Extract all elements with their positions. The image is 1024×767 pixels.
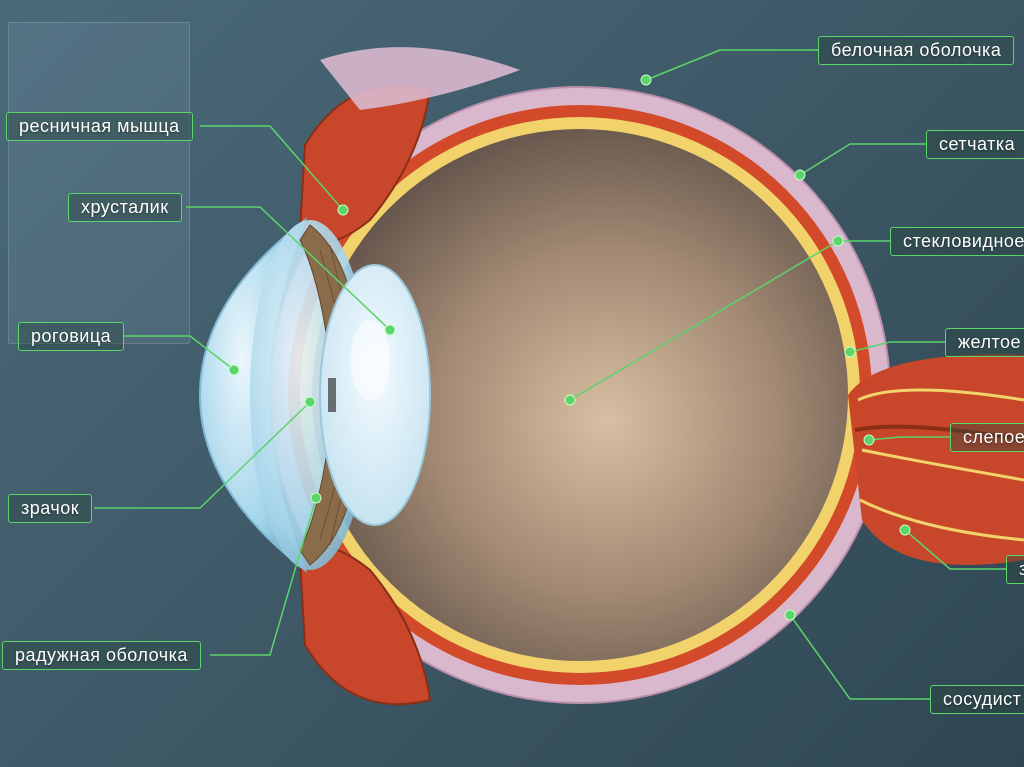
label-vitreous: стекловидное тело — [890, 227, 1024, 256]
label-blindspot: слепое — [950, 423, 1024, 452]
label-choroid: сосудист — [930, 685, 1024, 714]
label-macula: желтое — [945, 328, 1024, 357]
label-sclera: белочная оболочка — [818, 36, 1014, 65]
label-optic: зр — [1006, 555, 1024, 584]
label-iris: радужная оболочка — [2, 641, 201, 670]
diagram-stage: ресничная мышца хрусталик роговица зрачо… — [0, 0, 1024, 767]
label-pupil: зрачок — [8, 494, 92, 523]
label-retina: сетчатка — [926, 130, 1024, 159]
label-cornea: роговица — [18, 322, 124, 351]
label-lens: хрусталик — [68, 193, 182, 222]
label-ciliary: ресничная мышца — [6, 112, 193, 141]
